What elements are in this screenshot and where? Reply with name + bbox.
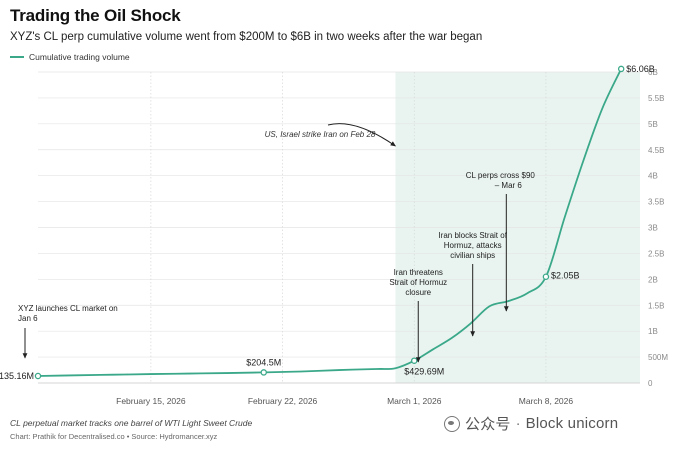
footnote: CL perpetual market tracks one barrel of… xyxy=(10,418,253,428)
watermark: 公众号 · Block unicorn xyxy=(444,413,618,434)
annotation-text: civilian ships xyxy=(450,251,495,260)
annotation-text: US, Israel strike Iran on Feb 28 xyxy=(265,130,376,139)
y-tick-label: 6B xyxy=(648,68,658,77)
legend: Cumulative trading volume xyxy=(10,52,130,62)
y-tick-label: 500M xyxy=(648,353,668,362)
annotation-text: Jan 6 xyxy=(18,314,38,323)
annotation-text: Iran blocks Strait of xyxy=(438,231,507,240)
annotation-text: Hormuz, attacks xyxy=(444,241,502,250)
data-point xyxy=(34,372,42,380)
y-tick-label: 5B xyxy=(648,120,658,129)
wechat-icon xyxy=(444,415,460,432)
y-tick-label: 4B xyxy=(648,172,658,181)
legend-swatch xyxy=(10,56,24,58)
data-point xyxy=(260,369,267,376)
data-point xyxy=(542,273,550,280)
chart-title: Trading the Oil Shock xyxy=(10,6,181,25)
y-tick-label: 0 xyxy=(648,379,653,388)
data-point xyxy=(617,65,625,73)
x-tick-label: February 22, 2026 xyxy=(248,396,318,406)
y-tick-label: 1B xyxy=(648,327,658,336)
annotation-text: CL perps cross $90 xyxy=(466,171,536,180)
y-tick-label: 2B xyxy=(648,275,658,284)
annotation-text: Iran threatens xyxy=(394,268,443,277)
y-tick-label: 3.5B xyxy=(648,198,664,207)
y-tick-label: 1.5B xyxy=(648,301,664,310)
watermark-separator: · xyxy=(515,415,521,432)
annotation-text: closure xyxy=(405,288,431,297)
data-label: $204.5M xyxy=(246,357,281,367)
credit-line: Chart: Prathik for Decentralised.co • So… xyxy=(10,432,218,441)
annotation-text: XYZ launches CL market on xyxy=(18,304,118,313)
watermark-wechat: 公众号 xyxy=(465,416,511,433)
watermark-name: Block unicorn xyxy=(525,415,619,432)
x-tick-label: March 1, 2026 xyxy=(387,396,442,406)
x-tick-label: February 15, 2026 xyxy=(116,396,186,406)
chart-subtitle: XYZ's CL perp cumulative volume went fro… xyxy=(10,31,483,43)
y-tick-label: 2.5B xyxy=(648,249,664,258)
x-tick-label: March 8, 2026 xyxy=(519,396,574,406)
annotation-arrow xyxy=(327,123,396,147)
data-label: $6.06B xyxy=(626,64,655,74)
annotation-text: – Mar 6 xyxy=(495,181,523,190)
data-label: $135.16M xyxy=(0,371,34,381)
y-tick-label: 4.5B xyxy=(648,146,664,155)
data-point xyxy=(410,357,418,364)
y-tick-label: 5.5B xyxy=(648,94,664,103)
y-tick-label: 3B xyxy=(648,224,658,233)
data-label: $429.69M xyxy=(404,367,444,377)
annotation-text: Strait of Hormuz xyxy=(389,278,447,287)
data-label: $2.05B xyxy=(551,271,580,281)
legend-label: Cumulative trading volume xyxy=(29,52,130,62)
